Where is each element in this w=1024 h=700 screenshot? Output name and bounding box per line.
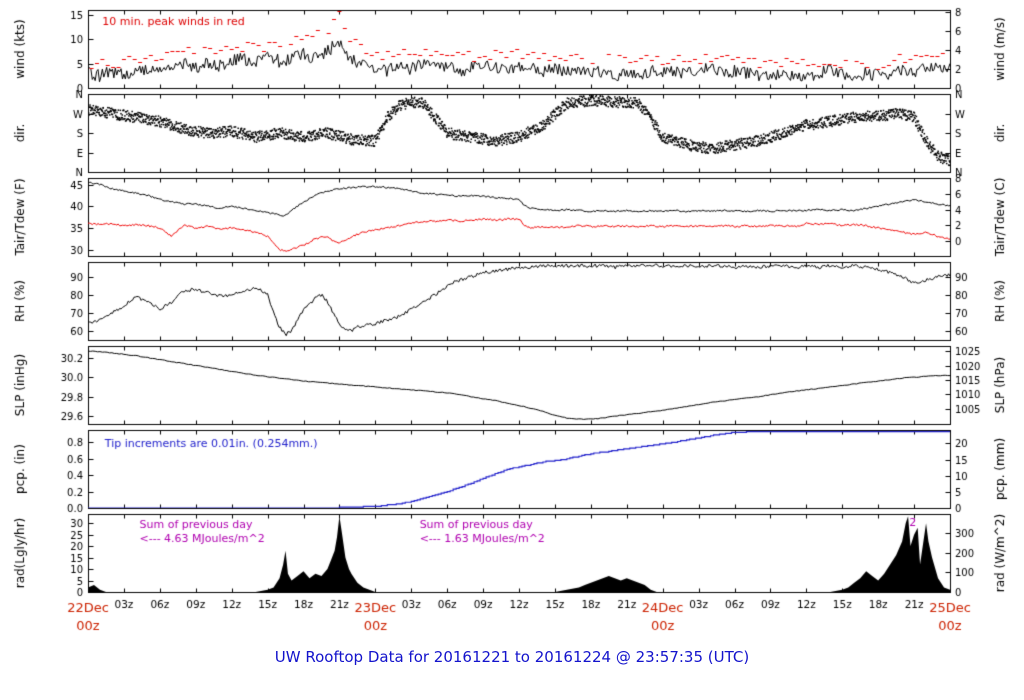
chart-title: UW Rooftop Data for 20161221 to 20161224… <box>274 648 750 666</box>
